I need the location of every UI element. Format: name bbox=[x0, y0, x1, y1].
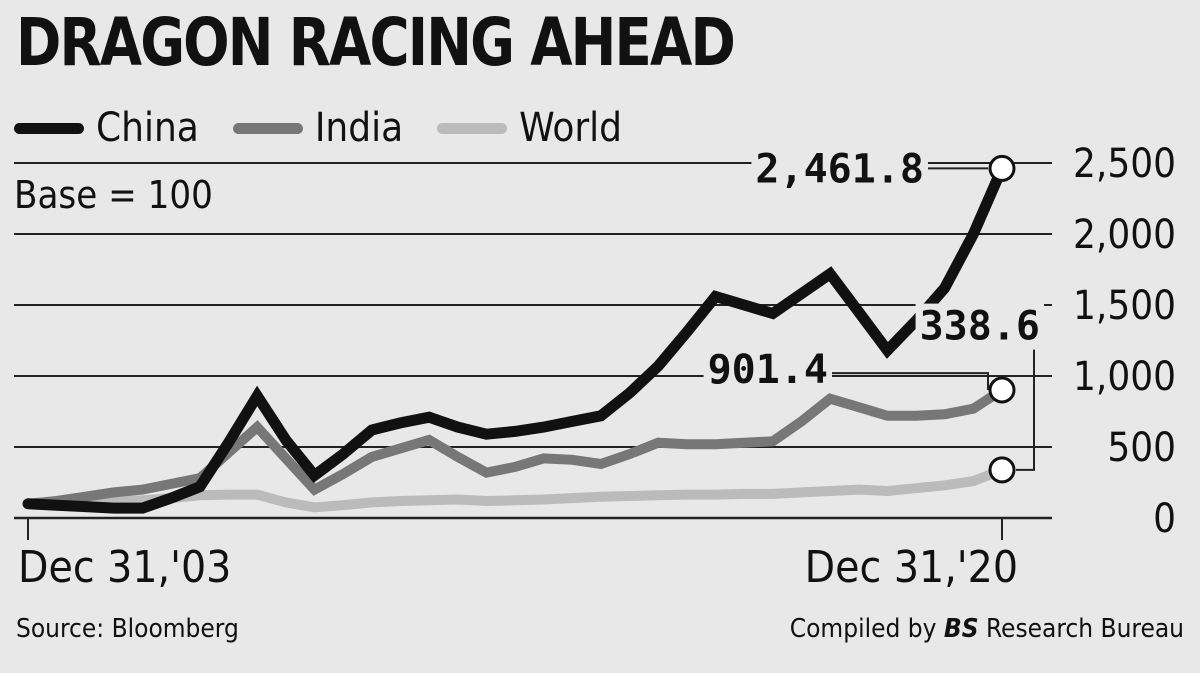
annotation-label-india: 901.4 bbox=[708, 347, 828, 393]
leader-line-world bbox=[1016, 347, 1035, 471]
annotation-label-china: 2,461.8 bbox=[755, 146, 924, 192]
legend-swatch-china bbox=[14, 122, 84, 134]
annotation-label-world: 338.6 bbox=[920, 304, 1040, 350]
legend-label-world: World bbox=[519, 105, 623, 151]
series-line-india bbox=[23, 385, 1007, 509]
legend-label-india: India bbox=[314, 105, 404, 151]
annotation-bg bbox=[915, 303, 1044, 350]
legend-item-india: India bbox=[232, 105, 404, 151]
legend-label-china: China bbox=[96, 105, 199, 151]
y-tick-label: 1,500 bbox=[1073, 283, 1176, 329]
legend-item-china: China bbox=[14, 108, 199, 148]
legend-item-world: World bbox=[437, 108, 622, 148]
y-tick-label: 500 bbox=[1107, 425, 1176, 471]
y-tick-label: 2,000 bbox=[1073, 212, 1176, 258]
y-tick-label: 2,500 bbox=[1073, 141, 1176, 187]
legend-swatch-india bbox=[232, 122, 303, 134]
series-line-china bbox=[22, 162, 1008, 514]
annotation-bg bbox=[703, 347, 832, 394]
end-marker-india bbox=[988, 376, 1016, 404]
end-marker-china bbox=[988, 154, 1016, 182]
compiled-credit: Compiled by BS Research Bureau bbox=[790, 614, 1184, 644]
y-tick-label: 1,000 bbox=[1073, 354, 1176, 400]
legend-swatch-world bbox=[437, 122, 508, 134]
x-tick-label: Dec 31,'03 bbox=[18, 542, 231, 593]
base-note: Base = 100 bbox=[14, 176, 219, 214]
compiled-prefix: Compiled by bbox=[789, 614, 944, 644]
y-tick-label: 0 bbox=[1153, 496, 1176, 542]
chart-title: DRAGON RACING AHEAD bbox=[16, 4, 736, 81]
x-tick-label: Dec 31,'20 bbox=[805, 542, 1018, 593]
compiled-suffix: Research Bureau bbox=[978, 614, 1184, 644]
source-credit: Source: Bloomberg bbox=[16, 614, 239, 644]
compiled-publisher: BS bbox=[943, 614, 979, 644]
annotation-bg bbox=[751, 146, 928, 193]
end-marker-world bbox=[988, 456, 1016, 484]
legend: China India World bbox=[14, 106, 656, 150]
leader-line-india bbox=[828, 372, 989, 391]
